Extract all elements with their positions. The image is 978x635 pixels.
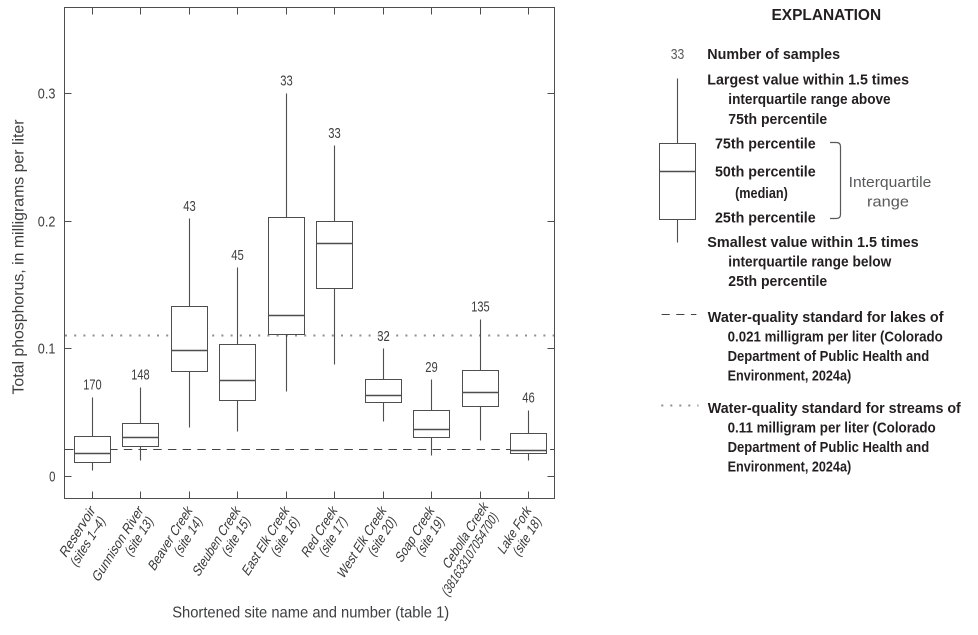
svg-text:32: 32 — [377, 328, 390, 345]
svg-text:43: 43 — [183, 198, 196, 215]
svg-text:148: 148 — [131, 366, 149, 383]
svg-text:EXPLANATION: EXPLANATION — [772, 7, 882, 24]
svg-text:interquartile range below: interquartile range below — [728, 254, 891, 271]
svg-text:135: 135 — [471, 299, 489, 316]
svg-text:(median): (median) — [735, 185, 788, 202]
svg-text:29: 29 — [425, 359, 438, 376]
svg-text:0.11 milligram per liter (Colo: 0.11 milligram per liter (Colorado — [728, 420, 936, 437]
svg-text:Largest value within 1.5 times: Largest value within 1.5 times — [707, 72, 909, 89]
svg-text:33: 33 — [328, 125, 341, 142]
svg-text:45: 45 — [231, 247, 244, 264]
svg-text:75th percentile: 75th percentile — [715, 135, 816, 152]
svg-text:Environment, 2024a): Environment, 2024a) — [728, 368, 852, 385]
svg-text:46: 46 — [522, 390, 535, 407]
svg-text:0.1: 0.1 — [38, 341, 56, 358]
svg-text:range: range — [867, 193, 909, 210]
svg-text:Shortened site name and number: Shortened site name and number (table 1) — [172, 604, 449, 621]
svg-text:Water-quality standard for str: Water-quality standard for streams of — [708, 400, 962, 417]
svg-text:33: 33 — [671, 46, 685, 63]
svg-text:Smallest value within 1.5 time: Smallest value within 1.5 times — [707, 234, 918, 251]
svg-text:Environment, 2024a): Environment, 2024a) — [728, 459, 852, 476]
svg-text:Total phosphorus, in milligram: Total phosphorus, in milligrams per lite… — [11, 119, 28, 395]
svg-text:75th percentile: 75th percentile — [728, 111, 827, 128]
svg-text:0.021 milligram per liter (Col: 0.021 milligram per liter (Colorado — [728, 329, 943, 346]
svg-text:interquartile range above: interquartile range above — [728, 91, 890, 108]
svg-text:50th percentile: 50th percentile — [715, 164, 816, 181]
svg-text:Interquartile: Interquartile — [849, 174, 932, 191]
svg-text:Department of Public Health an: Department of Public Health and — [728, 348, 930, 365]
svg-text:170: 170 — [83, 376, 101, 393]
svg-text:0.3: 0.3 — [38, 86, 56, 103]
svg-text:Number of samples: Number of samples — [707, 46, 840, 63]
svg-text:0.2: 0.2 — [38, 214, 56, 231]
svg-text:33: 33 — [280, 73, 293, 90]
svg-text:25th percentile: 25th percentile — [728, 273, 827, 290]
svg-text:0: 0 — [49, 469, 55, 486]
svg-text:Department of Public Health an: Department of Public Health and — [728, 439, 930, 456]
svg-text:Water-quality standard for lak: Water-quality standard for lakes of — [708, 309, 945, 326]
svg-text:25th percentile: 25th percentile — [715, 210, 816, 227]
